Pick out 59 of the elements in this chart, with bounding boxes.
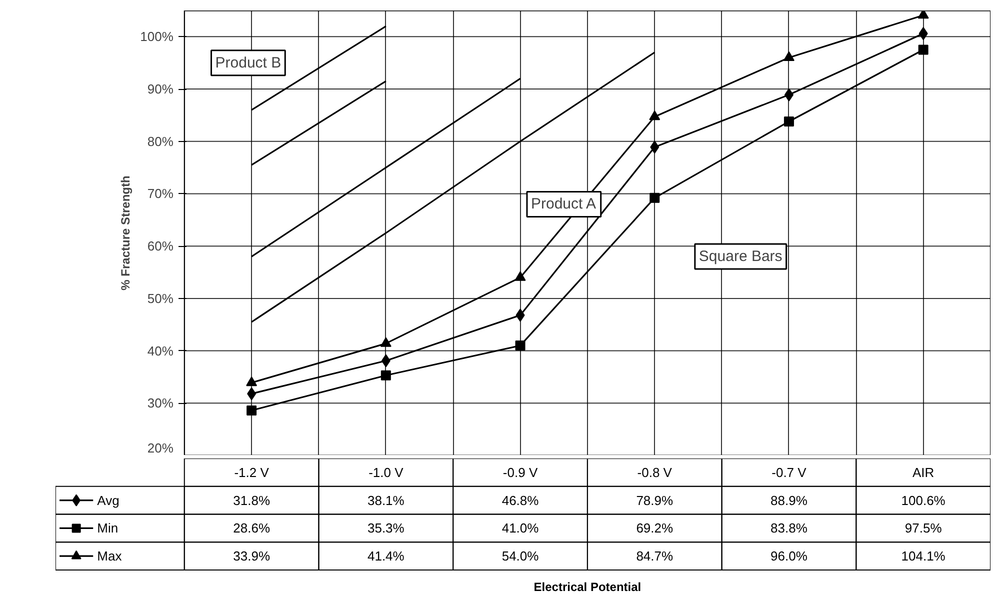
point xyxy=(784,88,794,102)
data-label: 69.2% xyxy=(636,520,674,536)
y-axis-title: % Fracture Strength xyxy=(118,176,132,290)
data-label: 104.1% xyxy=(901,548,946,564)
point xyxy=(246,376,258,386)
annotation: Product A xyxy=(530,196,596,213)
point xyxy=(380,337,392,347)
point xyxy=(650,140,660,154)
point xyxy=(784,116,794,126)
data-label: 54.0% xyxy=(502,548,540,564)
point xyxy=(514,271,526,281)
y-tick-label: 70% xyxy=(147,186,174,202)
annotation: Product B xyxy=(215,54,282,72)
x-tick-label: AIR xyxy=(912,464,934,480)
point xyxy=(381,354,390,368)
legend-label: Avg xyxy=(97,492,120,508)
x-tick-label: -1.0 V xyxy=(368,464,404,480)
point xyxy=(649,110,660,120)
data-label: 97.5% xyxy=(904,520,942,536)
point xyxy=(247,387,256,400)
legend-label: Min xyxy=(97,520,118,536)
y-tick-label: 60% xyxy=(147,238,174,254)
data-label: 88.9% xyxy=(770,492,808,508)
x-tick-label: -0.8 V xyxy=(637,464,672,480)
point xyxy=(650,192,660,203)
data-label: 83.8% xyxy=(770,520,808,536)
data-label: 38.1% xyxy=(367,492,405,508)
point xyxy=(516,308,525,322)
data-label: 35.3% xyxy=(367,520,405,536)
data-label: 84.7% xyxy=(636,548,674,564)
x-tick-label: -1.2 V xyxy=(234,464,270,480)
y-tick-label: 30% xyxy=(147,396,174,411)
point xyxy=(515,340,526,351)
y-tick-label: 40% xyxy=(147,343,174,358)
point xyxy=(246,405,257,416)
data-label: 33.9% xyxy=(233,548,270,564)
point xyxy=(918,10,929,19)
point xyxy=(380,370,391,380)
y-tick-label: 100% xyxy=(140,29,174,44)
text: Electrical Potential xyxy=(534,580,642,594)
point xyxy=(918,27,928,40)
point xyxy=(918,44,928,55)
y-tick-label: 80% xyxy=(147,134,174,149)
x-tick-label: -0.9 V xyxy=(502,464,538,480)
data-label: 28.6% xyxy=(233,520,270,536)
x-tick-label: -0.7 V xyxy=(772,464,807,480)
data-label: 41.0% xyxy=(502,520,540,536)
y-tick-label: 90% xyxy=(147,82,174,97)
annotation: Square Bars xyxy=(698,248,782,266)
legend-label: Max xyxy=(97,548,122,564)
data-label: 96.0% xyxy=(770,548,808,564)
data-label: 78.9% xyxy=(636,492,674,508)
data-label: 100.6% xyxy=(901,492,946,508)
y-tick-label: 50% xyxy=(147,290,174,306)
data-label: 31.8% xyxy=(233,492,270,508)
data-label: 46.8% xyxy=(502,492,540,508)
data-label: 41.4% xyxy=(367,548,405,564)
point xyxy=(783,51,794,62)
y-tick-label: 20% xyxy=(147,440,174,456)
